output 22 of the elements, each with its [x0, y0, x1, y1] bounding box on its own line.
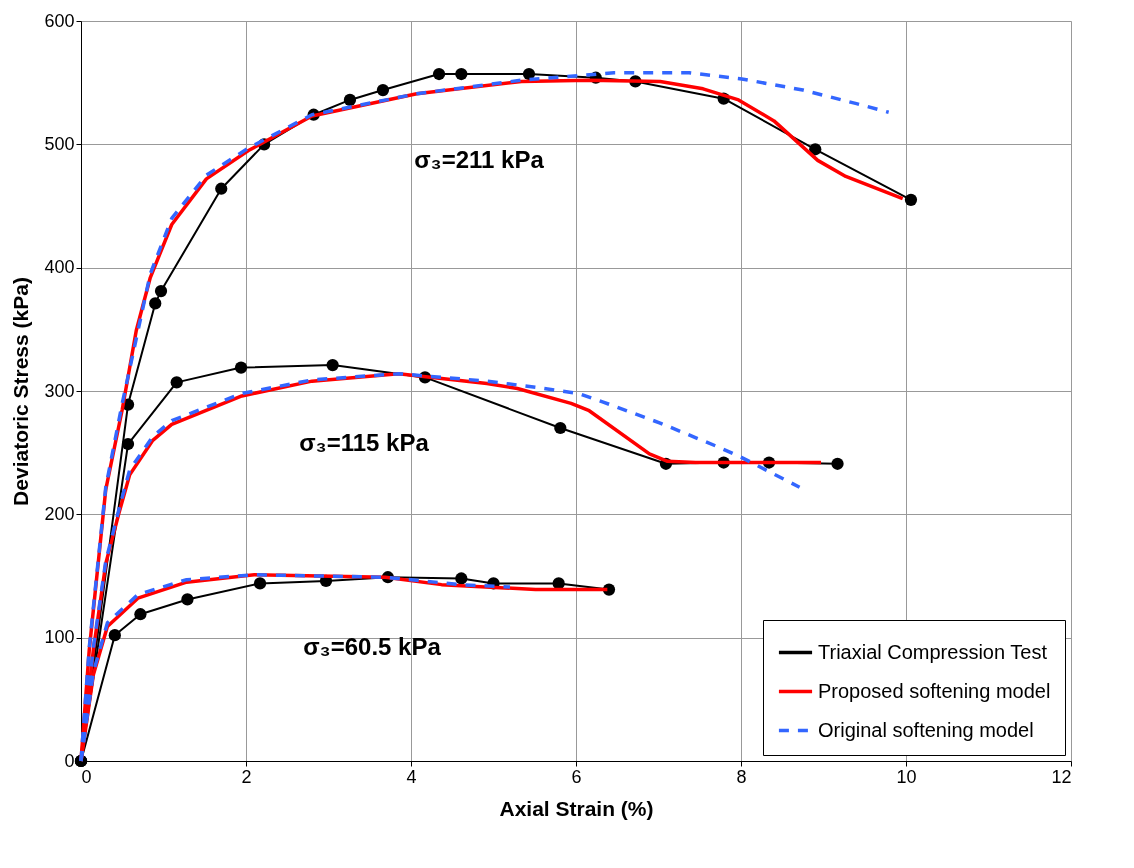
legend-label: Triaxial Compression Test	[818, 640, 1048, 663]
x-tick-label: 12	[1051, 766, 1072, 787]
y-tick-label: 100	[44, 627, 75, 648]
annotation: σ₃=115 kPa	[299, 429, 430, 456]
x-axis-title: Axial Strain (%)	[499, 796, 654, 820]
legend-label: Original softening model	[818, 718, 1034, 741]
x-tick-label: 10	[896, 766, 917, 787]
x-tick-label: 6	[571, 766, 582, 787]
legend-label: Proposed softening model	[818, 679, 1051, 702]
y-tick-label: 0	[64, 750, 75, 771]
x-tick-label: 4	[406, 766, 417, 787]
y-tick-label: 500	[44, 133, 75, 154]
y-tick-label: 400	[44, 257, 75, 278]
x-tick-label: 2	[241, 766, 252, 787]
y-axis-title: Deviatoric Stress (kPa)	[9, 277, 33, 506]
annotation: σ₃=60.5 kPa	[303, 633, 442, 660]
x-tick-label: 0	[81, 766, 92, 787]
x-tick-label: 8	[736, 766, 747, 787]
annotation: σ₃=211 kPa	[414, 146, 545, 173]
y-tick-label: 300	[44, 380, 75, 401]
y-tick-label: 600	[44, 10, 75, 31]
y-tick-label: 200	[44, 503, 75, 524]
